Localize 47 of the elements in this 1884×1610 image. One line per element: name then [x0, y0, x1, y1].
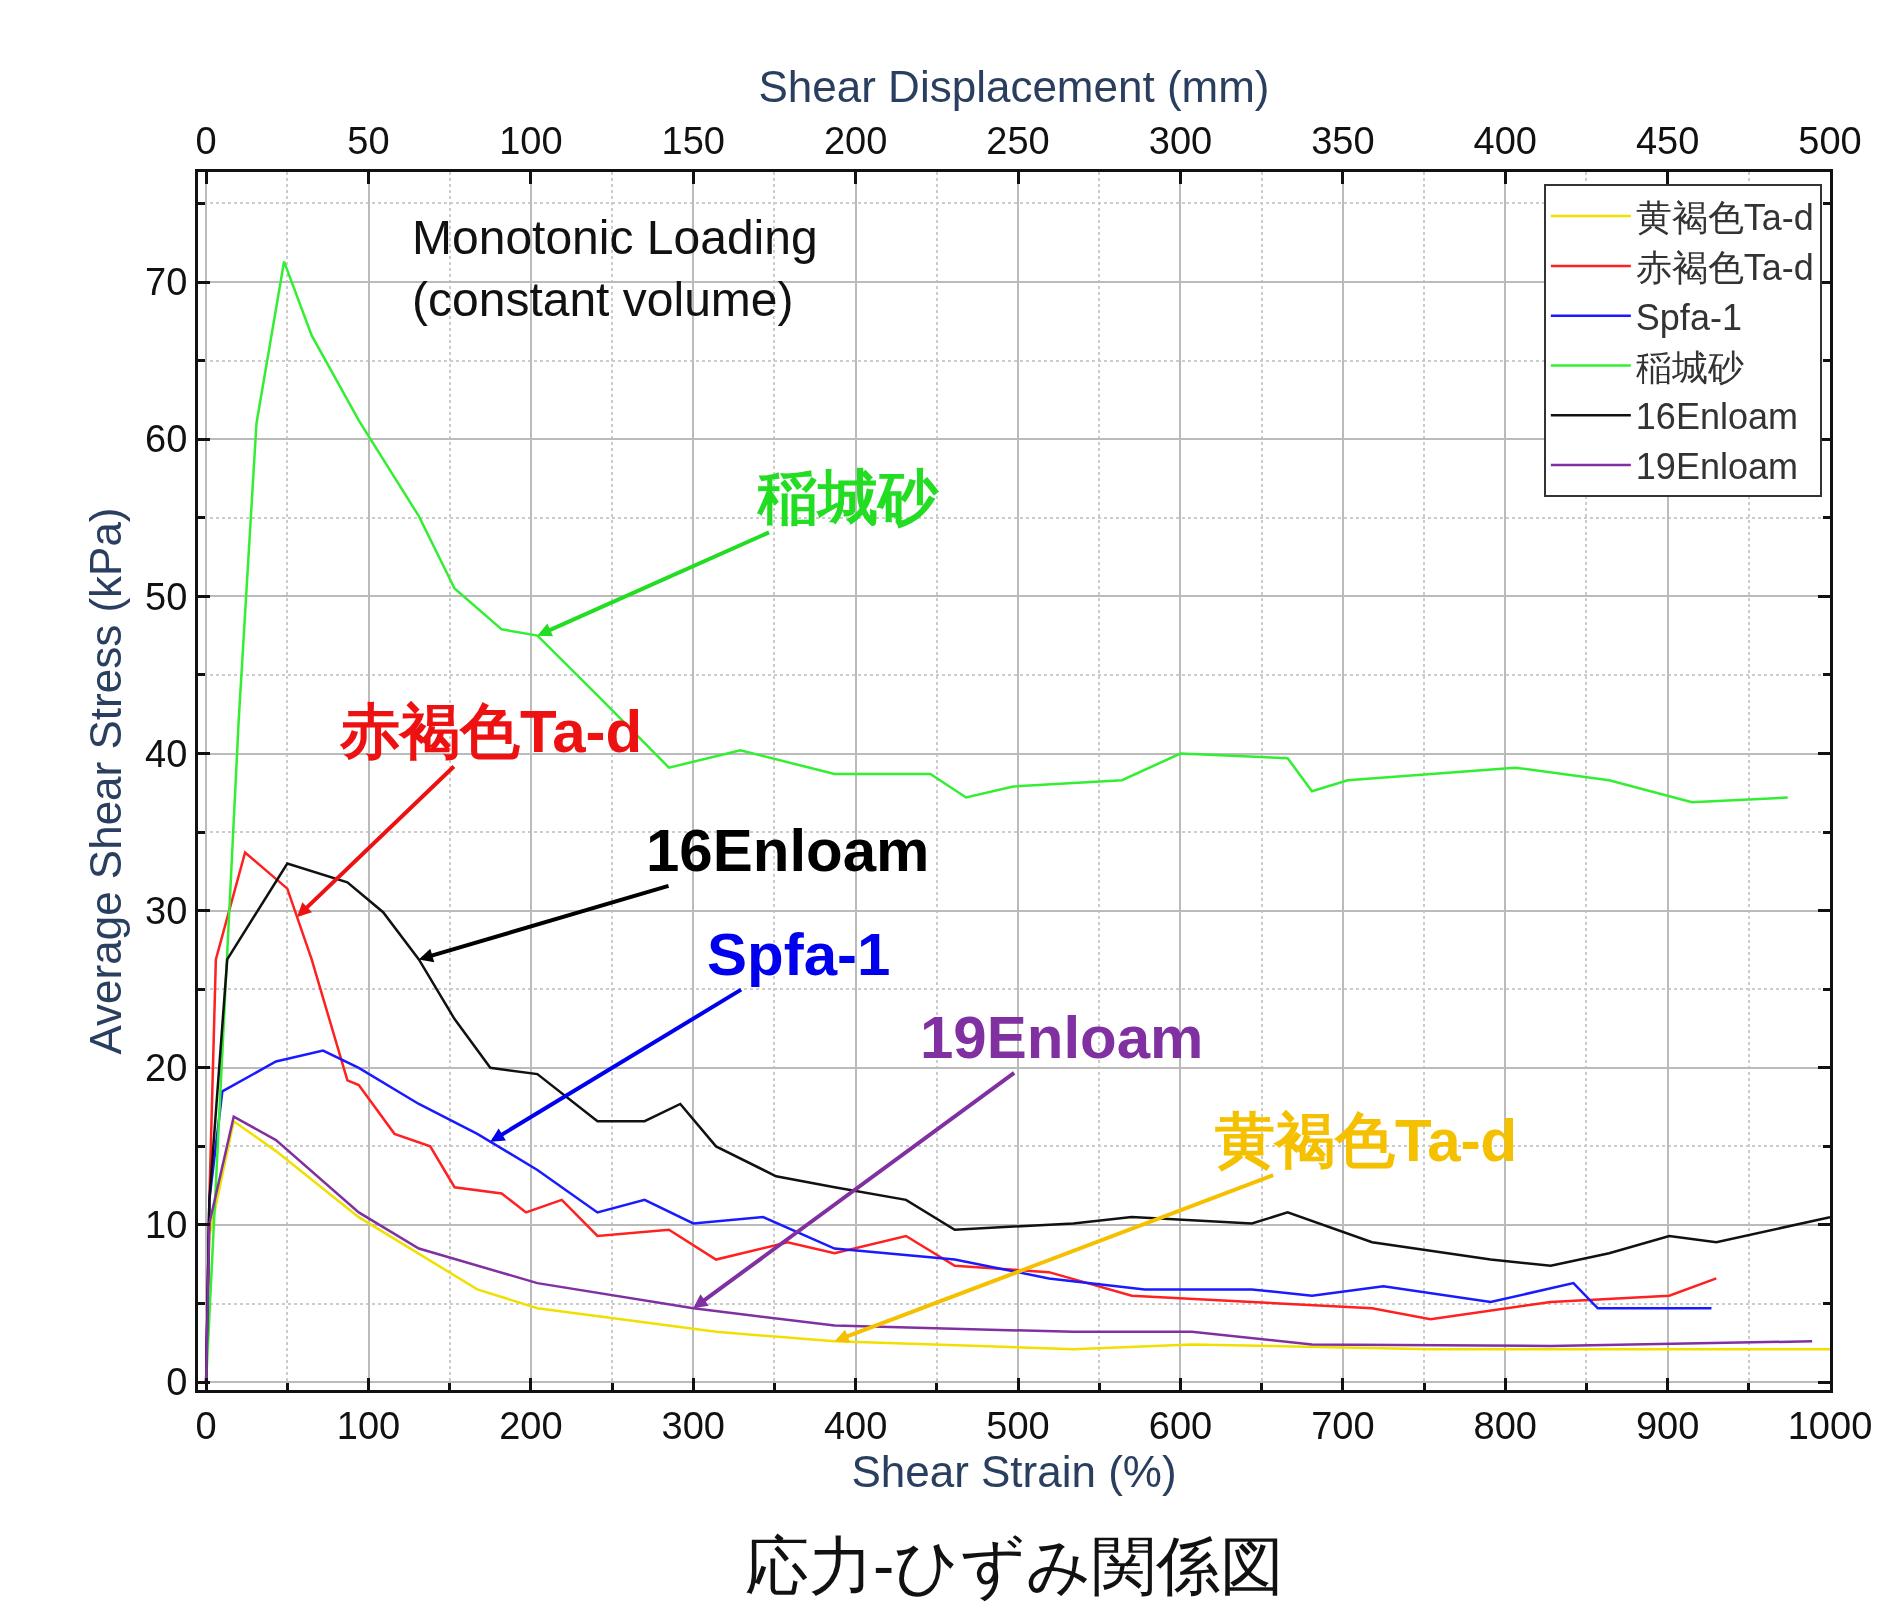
y-tick-label: 70	[145, 261, 188, 304]
x2-tick-label: 150	[661, 119, 725, 162]
legend-label: 黄褐色Ta-d	[1635, 197, 1814, 239]
annotation: Monotonic Loading (constant volume)	[412, 211, 818, 327]
x2-tick-label: 0	[195, 119, 217, 162]
x-tick-label: 900	[1635, 1404, 1700, 1447]
x2-tick-label: 50	[347, 119, 390, 162]
y-tick-label: 50	[145, 575, 188, 618]
annotation: 19Enloam	[920, 1004, 1204, 1071]
x2-tick-label: 100	[499, 119, 563, 162]
x-tick-label: 300	[661, 1404, 725, 1447]
annotation: Spfa-1	[707, 921, 891, 988]
x-tick-label: 400	[823, 1404, 888, 1447]
legend-label: 19Enloam	[1635, 446, 1798, 488]
legend-label: 赤褐色Ta-d	[1635, 246, 1814, 288]
x-tick-label: 100	[336, 1404, 401, 1447]
x-tick-label: 500	[986, 1404, 1050, 1447]
y-tick-label: 40	[145, 732, 188, 775]
x-tick-label: 600	[1148, 1404, 1213, 1447]
legend-label: 16Enloam	[1635, 396, 1798, 438]
x2-tick-label: 450	[1635, 119, 1700, 162]
x2-tick-label: 300	[1148, 119, 1213, 162]
x2-tick-label: 500	[1798, 119, 1862, 162]
x2-axis-title: Shear Displacement (mm)	[758, 61, 1270, 111]
x2-tick-label: 400	[1473, 119, 1537, 162]
y-tick-label: 30	[145, 889, 188, 932]
y-axis-title: Average Shear Stress (kPa)	[81, 507, 131, 1055]
annotation: 赤褐色Ta-d	[339, 698, 643, 765]
y-tick-label: 60	[145, 418, 188, 461]
x2-tick-label: 250	[986, 119, 1050, 162]
x-tick-label: 800	[1473, 1404, 1537, 1447]
legend-label: Spfa-1	[1635, 296, 1742, 338]
x-tick-label: 1000	[1787, 1404, 1873, 1447]
annotation: 黄褐色Ta-d	[1215, 1107, 1518, 1174]
annotation: 稲城砂	[756, 464, 940, 531]
y-tick-label: 20	[145, 1047, 188, 1090]
x-axis-title: Shear Strain (%)	[851, 1446, 1177, 1496]
y-tick-label: 10	[145, 1204, 188, 1247]
x-tick-label: 200	[499, 1404, 563, 1447]
y-tick-label: 0	[166, 1361, 188, 1404]
x-tick-label: 700	[1311, 1404, 1375, 1447]
legend-label: 稲城砂	[1635, 346, 1744, 388]
x-tick-label: 0	[195, 1404, 217, 1447]
x2-tick-label: 350	[1311, 119, 1375, 162]
annotation: 16Enloam	[646, 817, 930, 884]
x2-tick-label: 200	[823, 119, 888, 162]
text: 応力-ひずみ関係図	[745, 1530, 1285, 1602]
